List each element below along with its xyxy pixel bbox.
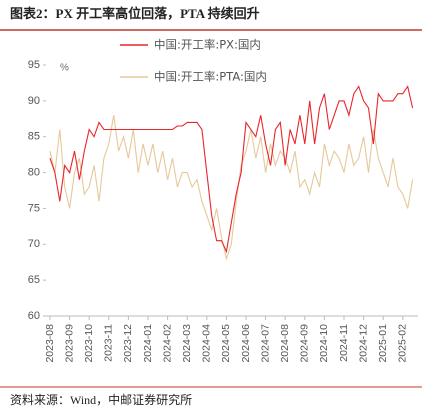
x-tick-label: 2025-01 bbox=[377, 324, 389, 363]
series-line bbox=[49, 115, 414, 261]
x-tick-label: 2023-10 bbox=[83, 324, 95, 363]
x-tick-label: 2023-11 bbox=[103, 324, 115, 362]
y-tick-label: 95 bbox=[28, 59, 40, 71]
y-tick-label: 85 bbox=[28, 131, 40, 143]
x-tick-label: 2024-08 bbox=[279, 324, 291, 363]
x-tick-label: 2024-05 bbox=[220, 324, 232, 363]
y-tick-label: 75 bbox=[28, 202, 40, 214]
x-tick-label: 2024-10 bbox=[318, 324, 330, 363]
y-tick-label: 65 bbox=[28, 274, 40, 286]
x-tick-label: 2024-03 bbox=[181, 324, 193, 363]
x-tick-label: 2024-09 bbox=[299, 324, 311, 363]
legend-label: 中国:开工率:PX:国内 bbox=[154, 38, 261, 52]
x-tick-label: 2024-01 bbox=[142, 324, 154, 363]
y-unit: % bbox=[60, 63, 69, 74]
x-tick-label: 2024-11 bbox=[338, 324, 350, 362]
x-tick-label: 2024-02 bbox=[161, 324, 173, 363]
series-line bbox=[49, 85, 414, 254]
source: 资料来源：Wind，中邮证券研究所 bbox=[10, 392, 192, 407]
y-tick-label: 90 bbox=[28, 95, 40, 107]
x-tick-label: 2023-12 bbox=[122, 324, 134, 363]
x-tick-label: 2023-08 bbox=[44, 324, 56, 363]
x-tick-label: 2024-12 bbox=[357, 324, 369, 363]
x-tick-label: 2023-09 bbox=[63, 324, 75, 363]
chart-title: 图表2：PX 开工率高位回落，PTA 持续回升 bbox=[10, 6, 260, 21]
y-tick-label: 80 bbox=[28, 166, 40, 178]
y-tick-label: 60 bbox=[28, 310, 40, 322]
y-tick-label: 70 bbox=[28, 238, 40, 250]
x-tick-label: 2025-02 bbox=[397, 324, 409, 363]
x-tick-label: 2024-06 bbox=[240, 324, 252, 363]
x-tick-label: 2024-07 bbox=[259, 324, 271, 363]
legend-label: 中国:开工率:PTA:国内 bbox=[154, 70, 267, 84]
x-tick-label: 2024-04 bbox=[201, 324, 213, 363]
